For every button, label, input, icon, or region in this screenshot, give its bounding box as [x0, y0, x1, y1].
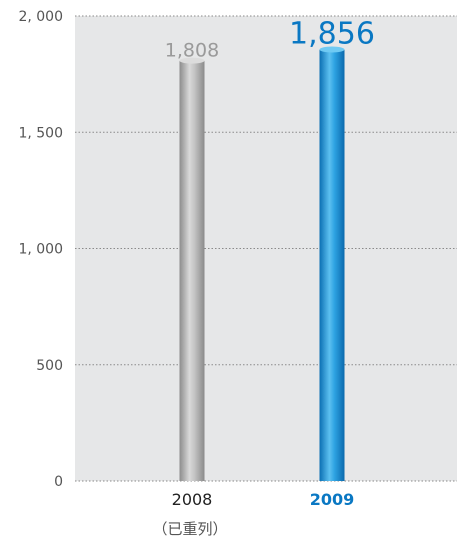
y-tick-label: 500: [36, 358, 63, 374]
bar-cap-2008: [179, 57, 205, 64]
bar-cap-2009: [319, 46, 345, 53]
y-tick-label: 2, 000: [18, 9, 63, 25]
value-label-2008: 1,808: [165, 40, 219, 62]
y-axis-ticks: 0 500 1, 000 1, 500 2, 000: [18, 9, 63, 490]
bar-2008: [179, 60, 205, 481]
gridlines: [75, 15, 457, 482]
category-label-2008: 2008: [172, 490, 213, 509]
y-tick-label: 1, 500: [18, 125, 63, 141]
value-label-2009: 1,856: [289, 16, 375, 51]
labels: 1,808 2008 （已重列） 1,856 2009: [152, 16, 374, 538]
category-sublabel-2008: （已重列）: [152, 520, 227, 538]
bar-2009: [319, 49, 345, 481]
bars: [179, 46, 345, 481]
y-tick-label: 0: [54, 474, 63, 490]
category-label-2009: 2009: [310, 490, 355, 509]
y-tick-label: 1, 000: [18, 242, 63, 258]
